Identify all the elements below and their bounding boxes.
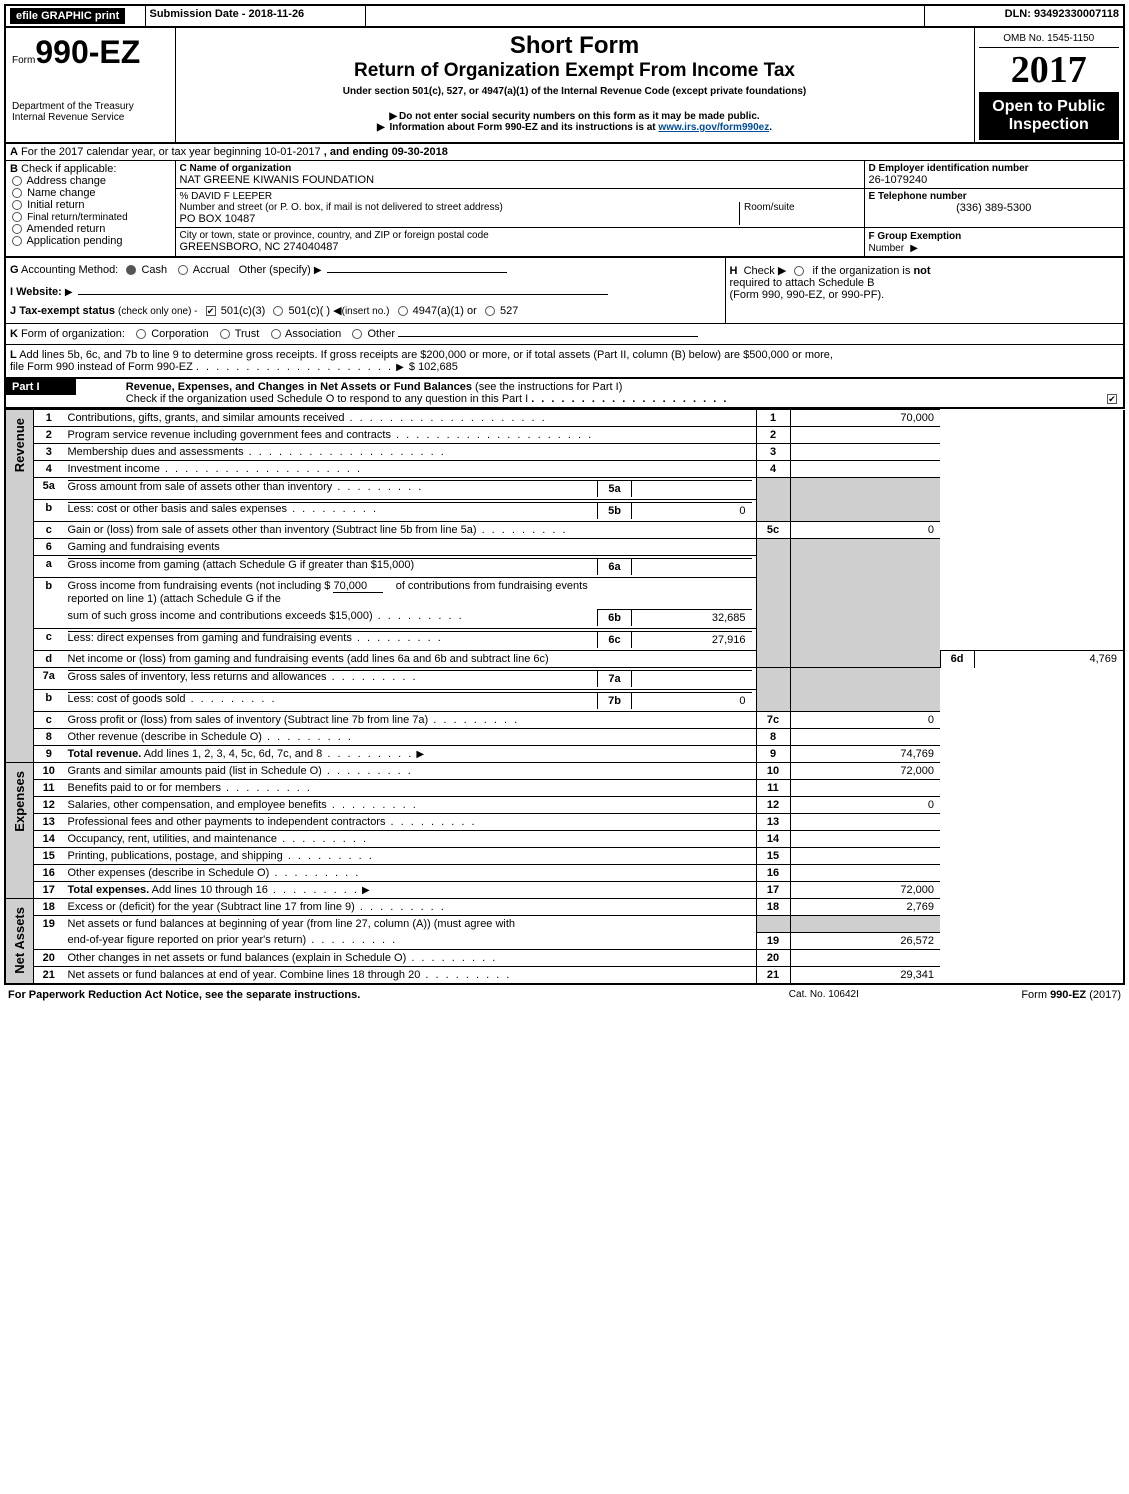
radio-501c[interactable]: 501(c)( )	[271, 305, 330, 317]
chk-part1-schedo[interactable]	[1107, 394, 1117, 404]
radio-trust[interactable]: Trust	[218, 328, 260, 340]
room-suite-label: Room/suite	[740, 202, 860, 225]
part1-body: Revenue 1 Contributions, gifts, grants, …	[4, 409, 1125, 985]
side-revenue: Revenue	[10, 412, 29, 478]
amt-12: 0	[790, 797, 940, 814]
chk-application-pending[interactable]: Application pending	[10, 235, 171, 247]
dln: DLN: 93492330007118	[924, 5, 1124, 27]
amt-13	[790, 814, 940, 831]
arrow-icon	[314, 264, 324, 276]
arrow-icon	[396, 361, 406, 373]
radio-corporation[interactable]: Corporation	[134, 328, 209, 340]
street: PO BOX 10487	[180, 213, 740, 225]
radio-other[interactable]: Other (specify)	[239, 264, 324, 276]
amt-1: 70,000	[790, 410, 940, 427]
title-short-form: Short Form	[186, 32, 964, 60]
chk-final-return[interactable]: Final return/terminated	[10, 211, 171, 223]
amt-4	[790, 461, 940, 478]
amt-8	[790, 729, 940, 746]
fundraising-excl: 70,000	[333, 580, 383, 593]
amt-5a	[632, 481, 752, 498]
info-link[interactable]: www.irs.gov/form990ez	[658, 122, 769, 133]
amt-16	[790, 865, 940, 882]
radio-other-org[interactable]: Other	[350, 328, 395, 340]
chk-h[interactable]	[792, 265, 806, 277]
amt-9: 74,769	[790, 746, 940, 763]
phone: (336) 389-5300	[869, 202, 1120, 214]
subtitle: Under section 501(c), 527, or 4947(a)(1)…	[186, 86, 964, 97]
amt-10: 72,000	[790, 763, 940, 780]
amt-6c: 27,916	[632, 632, 752, 649]
part-label: Part I	[6, 379, 76, 395]
submission-date: Submission Date - 2018-11-26	[145, 5, 365, 27]
gross-receipts: $ 102,685	[409, 361, 458, 373]
amt-5c: 0	[790, 522, 940, 539]
amt-11	[790, 780, 940, 797]
dept-line1: Department of the Treasury	[12, 101, 169, 112]
radio-527[interactable]: 527	[483, 305, 518, 317]
amt-3	[790, 444, 940, 461]
omb: OMB No. 1545-1150	[979, 30, 1120, 48]
amt-20	[790, 949, 940, 966]
efile-badge: efile GRAPHIC print	[10, 8, 125, 24]
org-name: NAT GREENE KIWANIS FOUNDATION	[180, 174, 860, 186]
amt-5b: 0	[632, 503, 752, 520]
part1-header: Part I Revenue, Expenses, and Changes in…	[4, 379, 1125, 409]
care-of: % DAVID F LEEPER	[180, 191, 860, 202]
amt-15	[790, 848, 940, 865]
radio-cash[interactable]: Cash	[124, 264, 167, 276]
radio-association[interactable]: Association	[269, 328, 342, 340]
radio-accrual[interactable]: Accrual	[176, 264, 229, 276]
page-footer: For Paperwork Reduction Act Notice, see …	[4, 987, 1125, 1003]
arrow-icon	[910, 242, 920, 254]
chk-initial-return[interactable]: Initial return	[10, 199, 171, 211]
footer-left: For Paperwork Reduction Act Notice, see …	[4, 987, 744, 1003]
amt-7b: 0	[632, 693, 752, 710]
radio-501c3[interactable]: 501(c)(3)	[204, 305, 266, 317]
amt-19: 26,572	[790, 932, 940, 949]
amt-7a	[632, 671, 752, 688]
amt-2	[790, 427, 940, 444]
radio-4947[interactable]: 4947(a)(1) or	[396, 305, 477, 317]
ein: 26-1079240	[869, 174, 1120, 186]
footer-cat: Cat. No. 10642I	[744, 987, 904, 1003]
city-state-zip: GREENSBORO, NC 274040487	[180, 241, 860, 253]
note-info: Information about Form 990-EZ and its in…	[186, 122, 964, 133]
title-return: Return of Organization Exempt From Incom…	[186, 60, 964, 82]
side-netassets: Net Assets	[10, 901, 29, 980]
form-number-block: Form990-EZ	[12, 34, 169, 71]
open-to-public: Open to Public Inspection	[979, 92, 1120, 140]
amt-14	[790, 831, 940, 848]
footer-right: Form 990-EZ (2017)	[904, 987, 1125, 1003]
entity-block: A For the 2017 calendar year, or tax yea…	[4, 144, 1125, 258]
chk-amended-return[interactable]: Amended return	[10, 223, 171, 235]
side-expenses: Expenses	[10, 765, 29, 838]
arrow-icon	[362, 884, 372, 896]
top-bar: efile GRAPHIC print Submission Date - 20…	[4, 4, 1125, 28]
chk-name-change[interactable]: Name change	[10, 187, 171, 199]
tax-year: 2017	[979, 48, 1120, 92]
amt-21: 29,341	[790, 966, 940, 984]
amt-18: 2,769	[790, 899, 940, 916]
amt-6d: 4,769	[974, 651, 1124, 668]
ghijkl-block: G Accounting Method: Cash Accrual Other …	[4, 258, 1125, 379]
arrow-icon	[416, 748, 426, 760]
note-ssn: Do not enter social security numbers on …	[186, 111, 964, 122]
amt-6b: 32,685	[632, 610, 752, 627]
arrow-icon	[65, 286, 75, 298]
amt-17: 72,000	[790, 882, 940, 899]
amt-6a	[632, 559, 752, 576]
amt-7c: 0	[790, 712, 940, 729]
form-header: Form990-EZ Department of the Treasury In…	[4, 28, 1125, 144]
chk-address-change[interactable]: Address change	[10, 175, 171, 187]
dept-line2: Internal Revenue Service	[12, 112, 169, 123]
